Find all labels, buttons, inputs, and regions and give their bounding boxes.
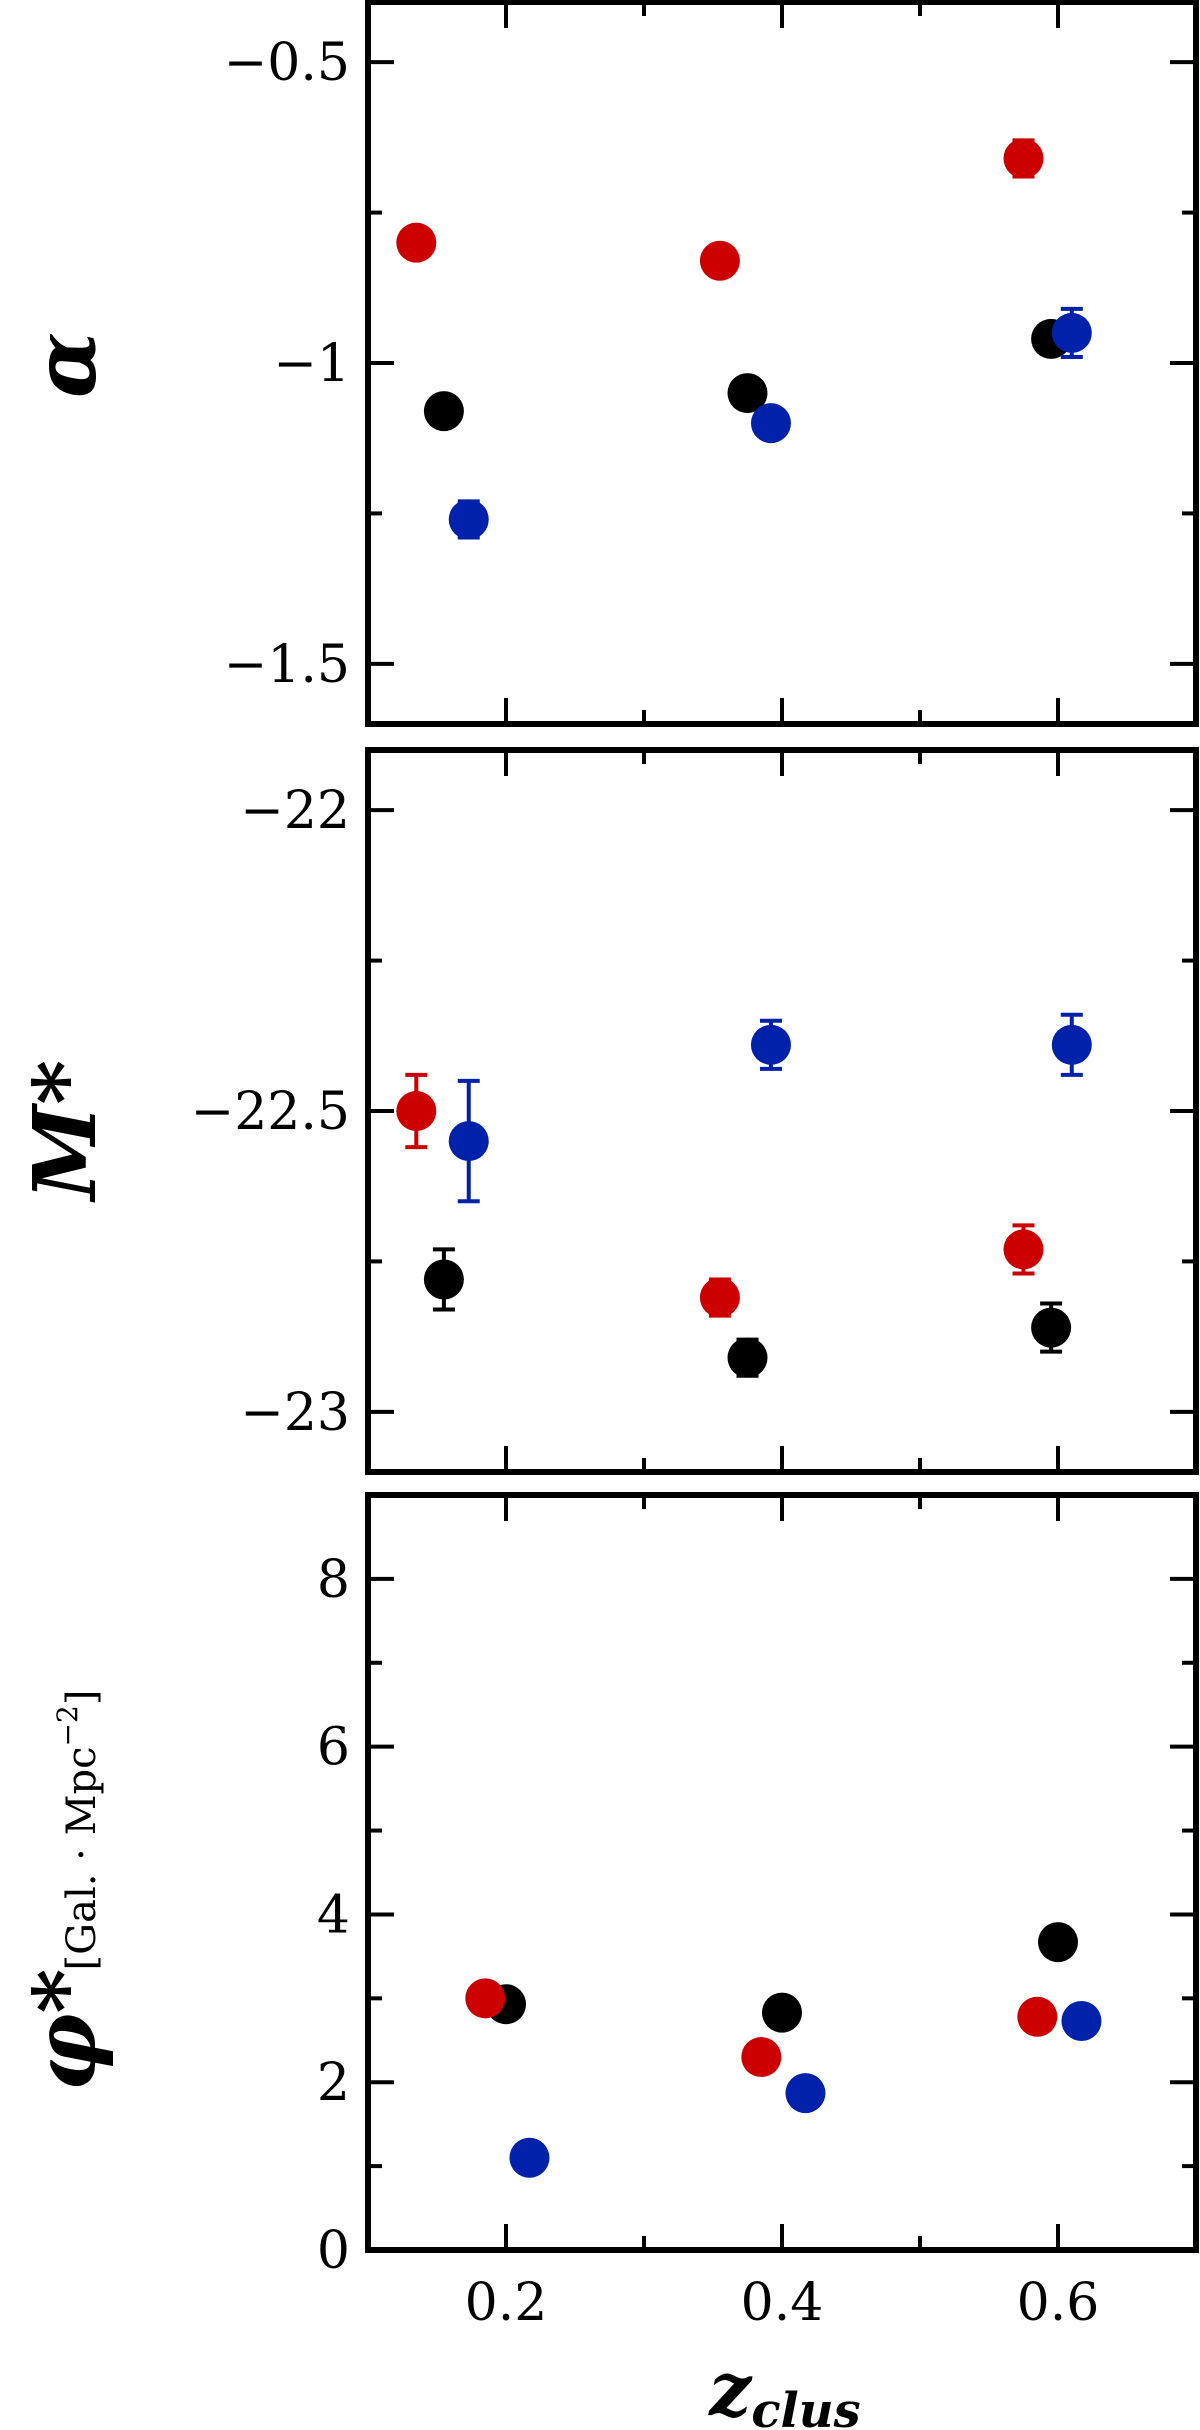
panel-phistar-ylabel: φ* xyxy=(15,1969,116,2092)
mstar-ytick-label: −22 xyxy=(240,781,350,841)
panel-mstar-ticks xyxy=(366,750,1198,1472)
phistar-point xyxy=(1038,1922,1078,1963)
panel-phistar-tick-labels: 0 2 4 6 8 0.2 0.4 0.6 xyxy=(317,1550,1099,2333)
alpha-ytick-label: −0.5 xyxy=(224,33,350,93)
panel-mstar-ylabel: M* xyxy=(15,1060,116,1203)
x-axis-label-sub: clus xyxy=(751,2383,860,2430)
mstar-ytick-label: −22.5 xyxy=(191,1082,350,1142)
xtick-label: 0.2 xyxy=(465,2273,548,2333)
x-axis-label-main: z xyxy=(707,2347,753,2430)
panel-mstar-marks xyxy=(396,1012,1092,1378)
panel-alpha-ylabel: α xyxy=(15,332,116,398)
phistar-point xyxy=(465,1978,506,2019)
phistar-point xyxy=(762,1992,802,2033)
mstar-point xyxy=(423,1259,464,1300)
xtick-label: 0.6 xyxy=(1017,2273,1100,2333)
mstar-point xyxy=(699,1277,740,1318)
panel-phistar-ylabel-unit-close: ] xyxy=(59,1690,105,1706)
alpha-ytick-label: −1 xyxy=(273,334,350,394)
mstar-point xyxy=(1051,1024,1092,1065)
panel-mstar-frame xyxy=(365,747,1199,1475)
alpha-point xyxy=(1051,312,1092,353)
mstar-point xyxy=(448,1121,489,1162)
alpha-point xyxy=(699,240,740,281)
alpha-point xyxy=(396,222,437,263)
panel-phistar-ylabel-group: φ* [Gal. · Mpc−2] xyxy=(15,1690,116,2092)
xtick-label: 0.4 xyxy=(741,2273,824,2333)
panel-alpha-marks xyxy=(396,138,1092,540)
phistar-ytick-label: 0 xyxy=(317,2221,350,2281)
panel-alpha-ticks xyxy=(366,2,1198,724)
alpha-ytick-label: −1.5 xyxy=(224,635,350,695)
panel-phistar-marks xyxy=(465,1922,1102,2178)
panel-phistar-ylabel-unit-sup: −2 xyxy=(51,1705,84,1746)
panel-mstar-tick-labels: −22 −22.5 −23 xyxy=(191,781,350,1443)
alpha-point xyxy=(727,373,768,414)
panel-mstar: −22 −22.5 −23 M* xyxy=(15,747,1199,1475)
phistar-ytick-label: 2 xyxy=(317,2053,350,2113)
phistar-ytick-label: 8 xyxy=(317,1550,350,1610)
panel-phistar: 0 2 4 6 8 0.2 0.4 0.6 φ* [Gal. · Mpc−2] zclus xyxy=(15,1492,1199,2430)
alpha-point xyxy=(423,391,464,432)
panel-phistar-ylabel-unit: [Gal. · Mpc xyxy=(59,1746,105,1970)
alpha-point xyxy=(448,499,489,540)
phistar-point xyxy=(741,2037,782,2078)
mstar-point xyxy=(1003,1229,1044,1270)
phistar-point xyxy=(785,2073,826,2114)
phistar-point xyxy=(1061,2000,1102,2041)
panel-alpha-tick-labels: −0.5 −1 −1.5 xyxy=(224,33,350,695)
phistar-ytick-label: 6 xyxy=(317,1718,350,1778)
panel-phistar-ticks xyxy=(366,1493,1198,2252)
panel-alpha-frame xyxy=(365,0,1199,727)
mstar-point xyxy=(1031,1307,1072,1348)
mstar-ytick-label: −23 xyxy=(240,1383,350,1443)
mstar-point xyxy=(396,1091,437,1131)
phistar-point xyxy=(509,2137,550,2178)
mstar-point xyxy=(727,1337,768,1378)
phistar-ytick-label: 4 xyxy=(317,1885,350,1945)
mstar-point xyxy=(750,1024,791,1065)
panel-phistar-frame xyxy=(365,1492,1199,2253)
phistar-point xyxy=(1017,1996,1058,2037)
alpha-point xyxy=(750,403,791,444)
x-axis-label: zclus xyxy=(707,2347,860,2430)
panel-phistar-ylabel-unit-text: [Gal. · Mpc−2] xyxy=(51,1690,105,1971)
alpha-point xyxy=(1003,138,1044,179)
panel-alpha: −0.5 −1 −1.5 α xyxy=(15,0,1199,727)
